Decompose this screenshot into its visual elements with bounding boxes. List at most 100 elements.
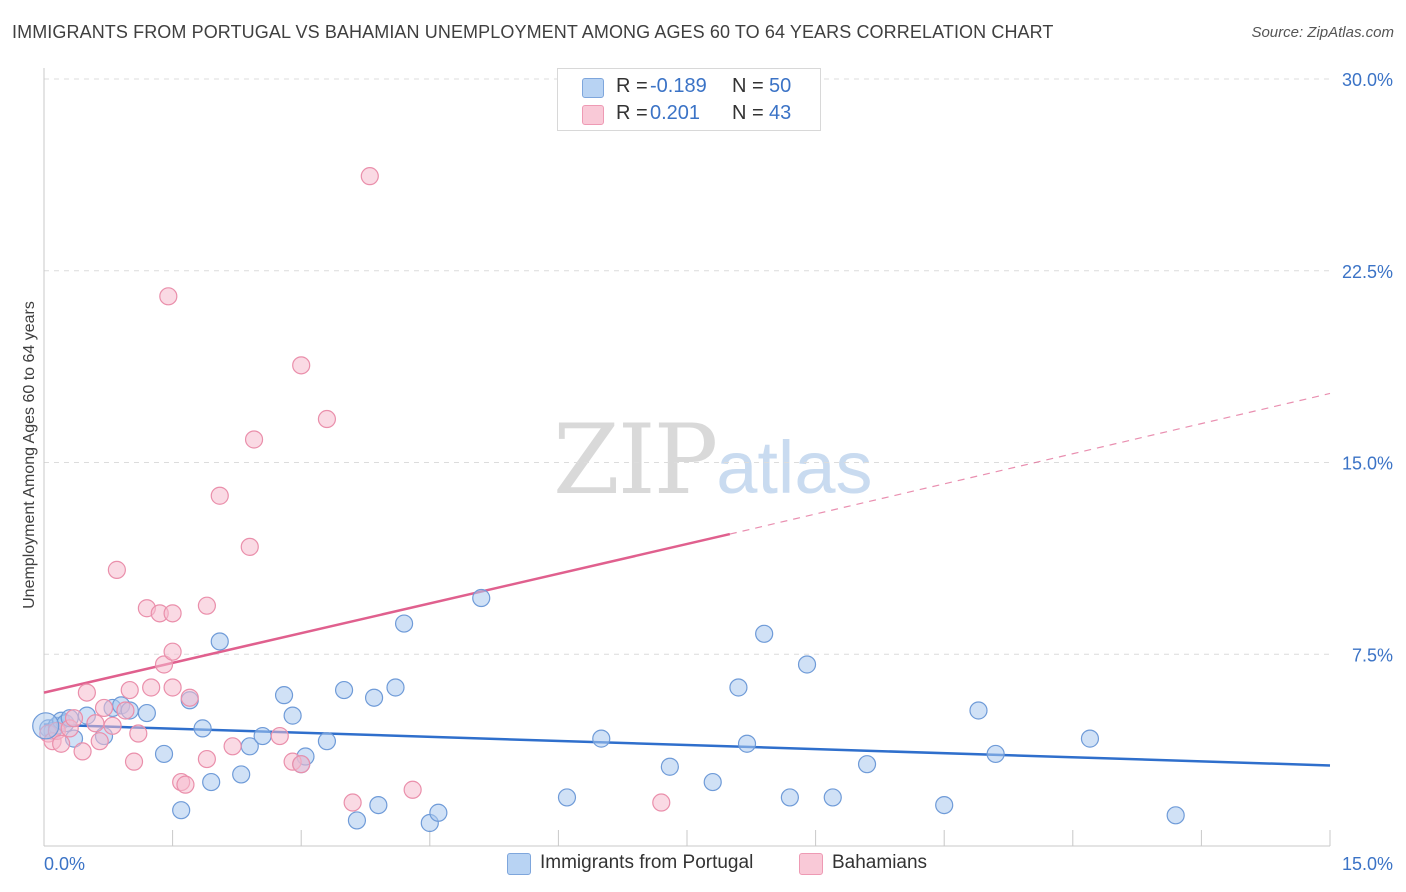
point-bahamians (163, 604, 182, 623)
y-tick-label: 22.5% (1342, 262, 1393, 282)
point-bahamians (176, 775, 195, 794)
point-bahamians (317, 409, 337, 429)
point-bahamians (197, 749, 216, 769)
data-points (32, 167, 1185, 833)
point-portugal (137, 703, 156, 723)
point-portugal (283, 706, 302, 725)
legend-r-label: R = (616, 102, 648, 124)
point-bahamians (343, 793, 362, 812)
point-portugal (729, 678, 748, 697)
point-bahamians (197, 596, 216, 615)
point-bahamians (240, 537, 259, 556)
tick-labels: 7.5% 15.0% 22.5% 30.0% 0.0% 15.0% (44, 70, 1393, 874)
y-tick-label: 30.0% (1342, 70, 1393, 90)
point-portugal (969, 701, 988, 720)
point-bahamians (223, 737, 242, 756)
point-bahamians (94, 698, 114, 718)
point-portugal (317, 732, 337, 751)
source-label: Source: ZipAtlas.com (1251, 24, 1394, 41)
point-portugal (737, 734, 757, 753)
point-portugal (193, 719, 212, 738)
point-portugal (210, 632, 229, 651)
trend-line-bahamians-extension (729, 392, 1331, 535)
point-portugal (154, 744, 174, 764)
legend-label: Bahamians (832, 852, 928, 873)
point-portugal (274, 686, 294, 705)
point-portugal (369, 795, 388, 815)
point-bahamians (142, 678, 161, 697)
point-cluster (32, 712, 60, 740)
x-tick-label: 0.0% (44, 854, 85, 874)
legend-n-value: 50 (769, 75, 792, 97)
legend-r-label: R = (616, 75, 648, 97)
watermark-atlas: atlas (716, 426, 873, 509)
point-bahamians (154, 655, 174, 674)
point-portugal (172, 801, 191, 820)
point-bahamians (180, 688, 199, 707)
point-portugal (703, 772, 722, 792)
point-portugal (557, 788, 577, 807)
point-bahamians (52, 734, 71, 753)
point-bahamians (292, 356, 311, 375)
y-tick-label: 7.5% (1352, 645, 1393, 665)
point-portugal (660, 757, 679, 776)
point-bahamians (292, 755, 311, 774)
gridlines (44, 78, 1330, 655)
point-bahamians (159, 287, 178, 306)
point-portugal (857, 755, 877, 774)
point-portugal (202, 772, 221, 792)
legend-n-label: N = (732, 102, 764, 124)
point-bahamians (244, 430, 264, 449)
point-bahamians (652, 793, 671, 812)
y-tick-label: 15.0% (1342, 454, 1393, 474)
point-portugal (429, 803, 448, 822)
legend-r-value: 0.201 (650, 102, 701, 124)
axes (43, 68, 1331, 847)
legend-swatch-blue (507, 853, 531, 875)
point-bahamians (129, 724, 148, 743)
legend-n-value: 43 (769, 102, 792, 124)
point-bahamians (77, 683, 96, 702)
point-bahamians (86, 714, 105, 733)
point-portugal (386, 678, 405, 697)
point-bahamians (103, 716, 122, 735)
watermark: ZIPatlas (553, 404, 873, 516)
point-portugal (797, 655, 817, 674)
point-portugal (472, 588, 491, 608)
watermark-zip: ZIP (553, 404, 718, 516)
point-portugal (394, 614, 414, 633)
point-portugal (232, 765, 251, 784)
point-portugal (755, 624, 774, 643)
trend-lines (43, 392, 1331, 767)
series-legend: Immigrants from Portugal Bahamians (0, 852, 1406, 878)
point-bahamians (120, 680, 139, 700)
legend-r-value: -0.189 (650, 75, 707, 97)
point-bahamians (270, 726, 289, 746)
legend-label: Immigrants from Portugal (540, 852, 754, 873)
point-bahamians (116, 701, 135, 720)
point-portugal (1080, 729, 1100, 748)
point-bahamians (163, 678, 182, 697)
legend-swatch-pink (799, 853, 823, 875)
point-portugal (935, 795, 954, 815)
point-portugal (823, 788, 842, 807)
legend-swatch-blue (582, 78, 604, 98)
point-portugal (986, 744, 1005, 764)
x-tick-label: 15.0% (1342, 854, 1393, 874)
point-bahamians (163, 642, 182, 661)
chart-title: IMMIGRANTS FROM PORTUGAL VS BAHAMIAN UNE… (12, 22, 1054, 42)
point-portugal (1166, 806, 1185, 825)
correlation-legend: R = -0.189 N = 50 R = 0.201 N = 43 (557, 68, 821, 131)
point-portugal (592, 729, 611, 748)
point-portugal (347, 811, 367, 830)
point-bahamians (403, 780, 422, 799)
point-portugal (364, 688, 384, 707)
point-bahamians (64, 709, 84, 728)
point-bahamians (73, 742, 92, 761)
point-bahamians (90, 732, 109, 751)
legend-n-label: N = (732, 75, 764, 97)
point-portugal (253, 726, 272, 746)
point-portugal (334, 680, 354, 700)
point-bahamians (210, 486, 229, 505)
